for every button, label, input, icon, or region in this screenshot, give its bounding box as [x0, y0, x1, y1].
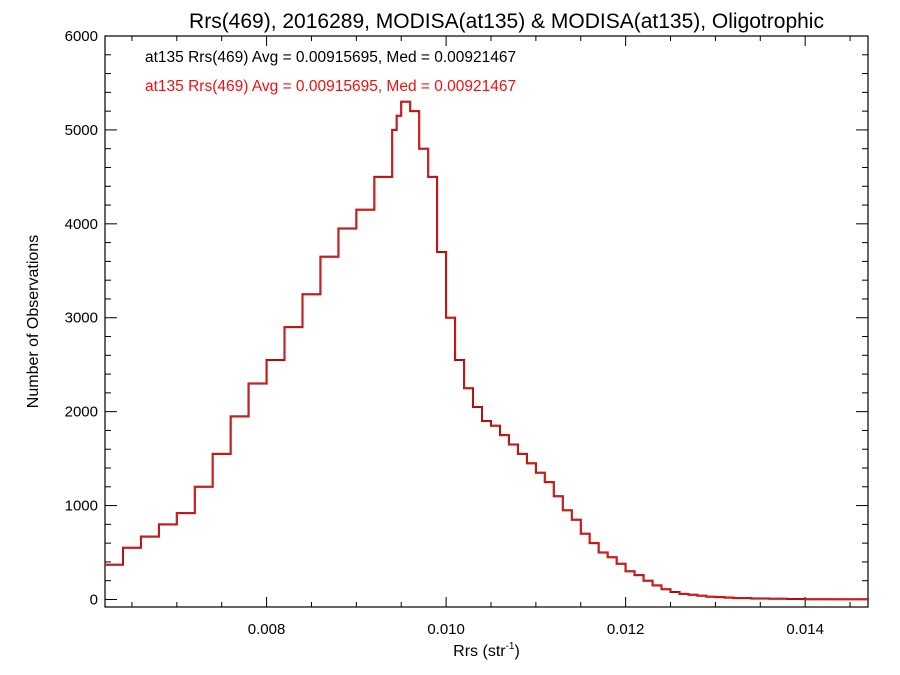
x-tick-label: 0.014	[786, 621, 824, 638]
x-axis-label-base: Rrs (str	[453, 643, 506, 660]
y-tick-label: 0	[90, 591, 98, 608]
y-tick-label: 3000	[65, 310, 98, 327]
x-tick-label: 0.008	[248, 621, 286, 638]
y-tick-label: 1000	[65, 498, 98, 515]
plot-frame	[104, 35, 869, 608]
series-line-1	[105, 100, 869, 601]
x-tick-label: 0.010	[427, 621, 465, 638]
x-tick-label: 0.012	[607, 621, 645, 638]
y-tick-label: 5000	[65, 122, 98, 139]
y-tick-label: 6000	[65, 28, 98, 45]
x-axis: 0.008 0.010 0.012 0.014	[131, 36, 851, 638]
y-tick-label: 4000	[65, 216, 98, 233]
x-axis-label-superscript: -1	[506, 641, 515, 652]
y-axis-label: Number of Observations	[25, 235, 42, 408]
chart-title: Rrs(469), 2016289, MODISA(at135) & MODIS…	[189, 10, 824, 33]
legend: at135 Rrs(469) Avg = 0.00915695, Med = 0…	[145, 49, 516, 95]
x-axis-label: Rrs (str-1)	[453, 641, 520, 660]
y-tick-label: 2000	[65, 404, 98, 421]
plot-border	[104, 35, 869, 608]
x-axis-label-end: )	[515, 643, 520, 660]
legend-entry-2: at135 Rrs(469) Avg = 0.00915695, Med = 0…	[145, 78, 516, 95]
series-group	[105, 100, 869, 601]
series-line-2	[105, 100, 869, 601]
legend-entry-1: at135 Rrs(469) Avg = 0.00915695, Med = 0…	[145, 49, 516, 66]
y-axis: 0 1000 2000 3000 4000 5000 6000	[65, 28, 868, 608]
